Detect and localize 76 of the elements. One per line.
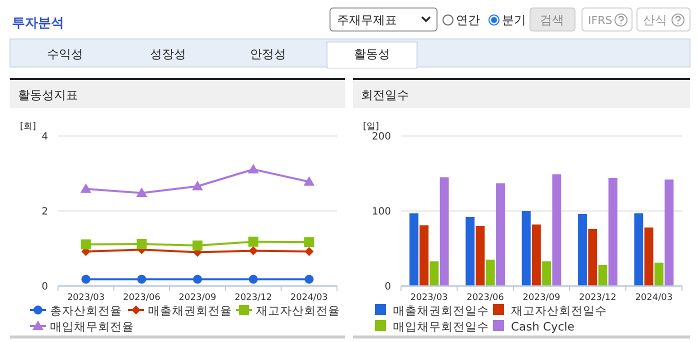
legend-label: 재고자산회전일수	[511, 304, 607, 318]
text: 연간	[456, 13, 480, 27]
bar	[496, 183, 505, 286]
bar	[598, 265, 608, 286]
text: 활동성	[354, 47, 390, 61]
legend-label: 매출채권회전일수	[393, 304, 489, 318]
point	[304, 176, 315, 186]
text: IFRS	[588, 14, 612, 27]
y-tick-label: 200	[372, 132, 391, 142]
point	[248, 246, 258, 256]
point	[304, 247, 314, 256]
point	[80, 239, 91, 250]
y-tick-label: 2	[42, 206, 48, 218]
x-tick-label: 2023/09	[178, 293, 216, 303]
bar	[644, 228, 654, 286]
y-tick-label: 0	[384, 282, 391, 292]
bar	[409, 213, 418, 286]
legend-label: Cash Cycle	[511, 320, 574, 334]
chart-title: 활동성지표	[18, 88, 78, 102]
x-tick-label: 2024/03	[635, 293, 673, 303]
legend-label: 매입채무회전일수	[393, 320, 489, 334]
bar	[420, 225, 428, 286]
bar	[440, 177, 449, 286]
y-axis-title: [회]	[20, 122, 36, 132]
point	[137, 274, 146, 284]
text: 검색	[540, 13, 564, 27]
bar	[552, 174, 562, 286]
x-tick-label: 2024/03	[290, 293, 328, 303]
bar	[634, 213, 644, 286]
bar	[430, 261, 439, 286]
point	[304, 237, 314, 248]
bar	[486, 260, 495, 286]
text: 성장성	[150, 47, 186, 61]
bar	[608, 178, 618, 286]
point	[81, 274, 90, 284]
bar	[532, 224, 541, 286]
point	[193, 274, 202, 284]
y-tick-label: 4	[42, 132, 48, 142]
bar	[522, 211, 531, 286]
point	[248, 164, 259, 174]
point	[80, 183, 92, 193]
text: 투자분석	[12, 16, 64, 31]
legend-label: 재고자산회전율	[256, 304, 340, 318]
bar	[476, 226, 485, 286]
point	[192, 240, 202, 250]
point	[136, 239, 147, 249]
y-tick-label: 100	[372, 206, 391, 218]
legend-label: 매출채권회전율	[148, 304, 232, 318]
text: 안정성	[250, 47, 286, 61]
x-tick-label: 2023/09	[522, 293, 560, 303]
point	[304, 274, 314, 284]
text: 산식	[643, 13, 667, 27]
text: 수익성	[47, 47, 83, 61]
bar	[542, 261, 552, 286]
bar	[578, 214, 587, 286]
x-tick-label: 2023/12	[234, 293, 272, 303]
y-tick-label: 0	[42, 282, 48, 292]
text: 주재무제표	[337, 13, 397, 27]
x-tick-label: 2023/06	[123, 293, 161, 303]
x-tick-label: 2023/03	[410, 293, 448, 303]
legend-label: 매입채무회전율	[50, 320, 134, 334]
bar	[664, 180, 674, 286]
bar	[466, 217, 475, 286]
point	[192, 180, 203, 190]
x-tick-label: 2023/12	[579, 293, 616, 303]
bar	[654, 262, 664, 286]
bar	[588, 229, 598, 286]
text: 분기	[502, 13, 526, 27]
point	[248, 274, 258, 284]
chart-title: 회전일수	[361, 88, 409, 102]
legend-label: 총자산회전율	[50, 304, 122, 318]
point	[248, 236, 258, 247]
y-axis-title: [일]	[363, 122, 380, 132]
point	[136, 188, 148, 197]
x-tick-label: 2023/06	[466, 293, 504, 303]
x-tick-label: 2023/03	[67, 293, 105, 303]
